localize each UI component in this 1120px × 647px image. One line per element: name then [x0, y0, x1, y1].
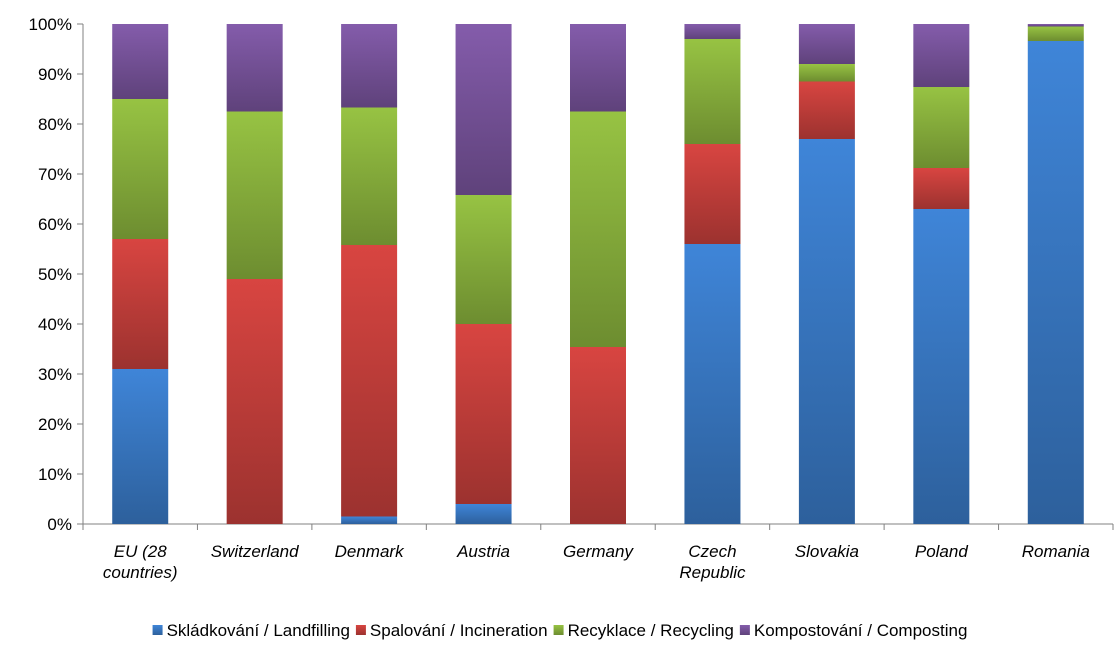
- legend-label: Recyklace / Recycling: [568, 621, 734, 640]
- bar-segment: [1027, 24, 1084, 27]
- legend-swatch: [355, 625, 366, 635]
- bar-segment: [684, 144, 741, 244]
- bar-segment: [913, 168, 970, 209]
- legend-label: Spalování / Incineration: [370, 621, 548, 640]
- y-tick-label: 20%: [38, 415, 72, 434]
- bar-segment: [455, 195, 512, 324]
- bar-segment: [341, 245, 398, 517]
- bar-segment: [684, 24, 741, 39]
- bar-segment: [798, 64, 855, 82]
- bar-segment: [226, 279, 283, 524]
- bar-segment: [913, 24, 970, 87]
- y-tick-label: 30%: [38, 365, 72, 384]
- bar-segment: [798, 24, 855, 64]
- x-tick-label: Austria: [456, 542, 510, 561]
- bar-segment: [570, 111, 626, 347]
- bar-segment: [684, 244, 741, 524]
- bar-segment: [798, 81, 855, 139]
- bar-segment: [226, 111, 283, 279]
- x-tick-label: Romania: [1022, 542, 1090, 561]
- bar-segment: [112, 369, 169, 524]
- bar-segment: [455, 24, 512, 195]
- bar-segment: [1027, 41, 1084, 524]
- y-tick-label: 80%: [38, 115, 72, 134]
- bar-segment: [455, 324, 512, 504]
- x-tick-label: Switzerland: [211, 542, 299, 561]
- bar-segment: [798, 139, 855, 524]
- bar-segment: [455, 504, 512, 524]
- y-tick-label: 10%: [38, 465, 72, 484]
- bar-segment: [684, 39, 741, 144]
- x-tick-label: Poland: [915, 542, 968, 561]
- bar-segment: [570, 24, 626, 112]
- bar-segment: [112, 239, 169, 369]
- x-tick-label: Germany: [563, 542, 634, 561]
- x-tick-label: Slovakia: [795, 542, 859, 561]
- legend-swatch: [553, 625, 564, 635]
- x-tick-label: Denmark: [335, 542, 405, 561]
- x-tick-label: Czech: [688, 542, 736, 561]
- y-tick-label: 50%: [38, 265, 72, 284]
- bar-segment: [1027, 26, 1084, 41]
- x-tick-label: countries): [103, 563, 178, 582]
- bar-segment: [341, 107, 398, 245]
- y-tick-label: 100%: [29, 15, 72, 34]
- y-tick-label: 90%: [38, 65, 72, 84]
- legend-swatch: [739, 625, 750, 635]
- y-tick-label: 40%: [38, 315, 72, 334]
- bar-segment: [913, 87, 970, 168]
- bar-segment: [226, 24, 283, 112]
- bar-segment: [112, 99, 169, 239]
- bar-segment: [341, 24, 398, 108]
- bar-segment: [570, 347, 626, 524]
- legend: Skládkování / Landfilling Spalování / Inc…: [152, 621, 968, 640]
- legend-swatch: [152, 625, 163, 635]
- bar-segment: [112, 24, 169, 99]
- y-tick-label: 70%: [38, 165, 72, 184]
- x-tick-label: EU (28: [114, 542, 167, 561]
- bar-segment: [341, 516, 398, 524]
- x-tick-label: Republic: [679, 563, 746, 582]
- bar-segment: [913, 209, 970, 524]
- legend-label: Skládkování / Landfilling: [167, 621, 350, 640]
- y-tick-label: 60%: [38, 215, 72, 234]
- y-tick-label: 0%: [47, 515, 72, 534]
- legend-label: Kompostování / Composting: [754, 621, 968, 640]
